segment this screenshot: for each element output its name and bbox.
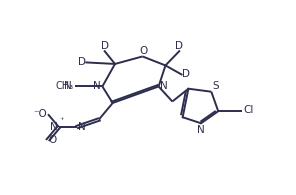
- Text: CH₃: CH₃: [56, 82, 74, 91]
- Text: D: D: [101, 41, 109, 51]
- Text: ⁻O: ⁻O: [33, 109, 47, 119]
- Text: N: N: [78, 122, 86, 132]
- Text: D: D: [181, 69, 189, 79]
- Text: O: O: [139, 46, 148, 56]
- Text: ⁺: ⁺: [59, 116, 64, 125]
- Text: N: N: [64, 82, 72, 91]
- Text: N: N: [160, 81, 168, 91]
- Text: S: S: [212, 81, 219, 91]
- Text: Cl: Cl: [244, 105, 254, 115]
- Text: D: D: [175, 41, 183, 51]
- Text: D: D: [78, 58, 86, 67]
- Text: O: O: [49, 135, 57, 145]
- Text: N: N: [197, 125, 205, 135]
- Text: N: N: [50, 122, 58, 132]
- Text: N: N: [94, 82, 101, 91]
